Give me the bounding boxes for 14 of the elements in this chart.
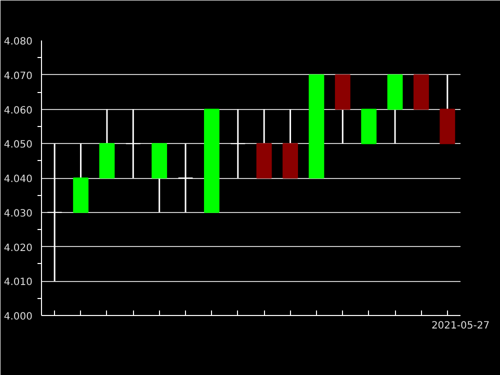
y-tick-label: 4.040	[4, 174, 33, 185]
y-tick-label: 4.070	[4, 70, 33, 82]
candlestick	[46, 142, 62, 282]
candlestick	[230, 108, 246, 179]
candlestick	[178, 142, 194, 214]
y-tick-label: 4.080	[4, 36, 33, 48]
y-tick-label: 4.030	[4, 208, 33, 220]
y-tick-label: 4.000	[4, 312, 33, 322]
y-tick-label: 4.060	[4, 105, 33, 116]
y-tick-label: 4.050	[4, 140, 33, 151]
candlestick	[125, 108, 141, 179]
y-tick-label: 4.020	[4, 242, 33, 254]
y-tick-label: 4.010	[4, 277, 33, 288]
x-axis-title: 2021-05-27	[431, 320, 490, 332]
